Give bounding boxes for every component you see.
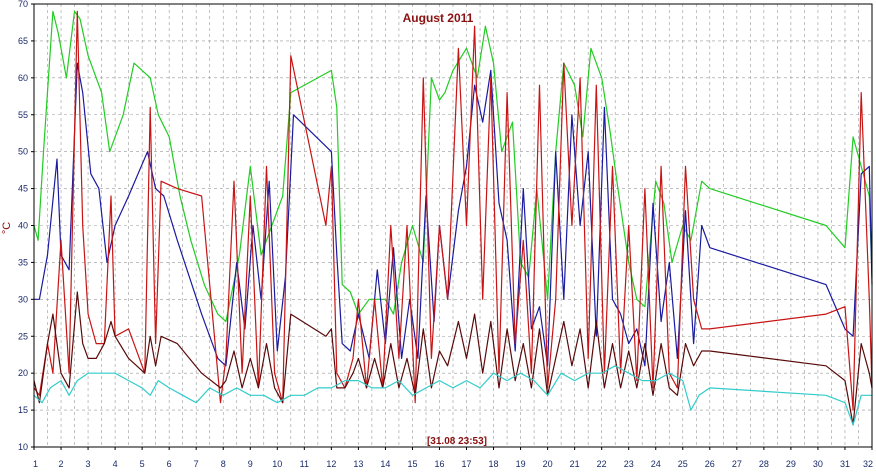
x-tick-label: 15 <box>407 459 417 469</box>
x-tick-label: 17 <box>462 459 472 469</box>
x-tick-label: 14 <box>380 459 390 469</box>
y-tick-labels: 10 15 20 25 30 35 40 45 50 55 60 65 70 <box>18 0 34 452</box>
x-tick-label: 32 <box>863 459 873 469</box>
x-tick-label: 31 <box>840 459 850 469</box>
x-tick-label: 9 <box>248 459 253 469</box>
y-tick-label: 65 <box>18 36 28 46</box>
x-tick-label: 11 <box>300 459 309 469</box>
x-tick-labels: 1 2 3 4 5 6 7 8 9 10 11 12 13 14 15 16 17 18 19 20 21 22 23 24 2… <box>33 447 873 469</box>
x-tick-label: 28 <box>759 459 769 469</box>
x-tick-label: 26 <box>705 459 715 469</box>
y-tick-label: 25 <box>18 331 28 341</box>
y-tick-label: 15 <box>18 405 28 415</box>
x-tick-label: 25 <box>678 459 688 469</box>
x-tick-label: 24 <box>651 459 661 469</box>
x-tick-label: 3 <box>86 459 91 469</box>
x-tick-label: 22 <box>597 459 607 469</box>
x-tick-label: 1 <box>33 459 38 469</box>
timestamp-status: [31.08 23:53] <box>427 436 487 447</box>
x-tick-label: 5 <box>140 459 145 469</box>
y-tick-label: 55 <box>18 110 28 120</box>
y-tick-label: 10 <box>18 442 28 452</box>
y-tick-label: 30 <box>18 294 28 304</box>
x-tick-label: 30 <box>813 459 823 469</box>
x-tick-label: 8 <box>221 459 226 469</box>
x-tick-label: 6 <box>167 459 172 469</box>
chart-title: August 2011 <box>403 11 474 25</box>
x-tick-label: 16 <box>434 459 444 469</box>
x-tick-label: 29 <box>786 459 796 469</box>
y-tick-label: 60 <box>18 73 28 83</box>
y-tick-label: 70 <box>18 0 28 9</box>
series-line-4 <box>33 291 873 426</box>
x-tick-label: 19 <box>516 459 526 469</box>
y-tick-label: 50 <box>18 147 28 157</box>
x-tick-label: 27 <box>732 459 742 469</box>
x-tick-label: 21 <box>570 459 580 469</box>
x-tick-label: 18 <box>489 459 499 469</box>
y-tick-label: 40 <box>18 221 28 231</box>
series-lines <box>33 10 873 426</box>
x-tick-label: 12 <box>326 459 336 469</box>
x-tick-label: 13 <box>353 459 363 469</box>
y-tick-label: 45 <box>18 184 28 194</box>
y-tick-label: 20 <box>18 368 28 378</box>
y-tick-label: 35 <box>18 257 28 267</box>
x-tick-label: 10 <box>272 459 282 469</box>
x-tick-label: 4 <box>113 459 118 469</box>
y-axis-unit: °C <box>1 222 13 234</box>
x-tick-label: 23 <box>624 459 634 469</box>
x-tick-label: 2 <box>59 459 64 469</box>
x-tick-label: 20 <box>543 459 553 469</box>
series-line-5 <box>33 365 872 426</box>
x-tick-label: 7 <box>194 459 199 469</box>
